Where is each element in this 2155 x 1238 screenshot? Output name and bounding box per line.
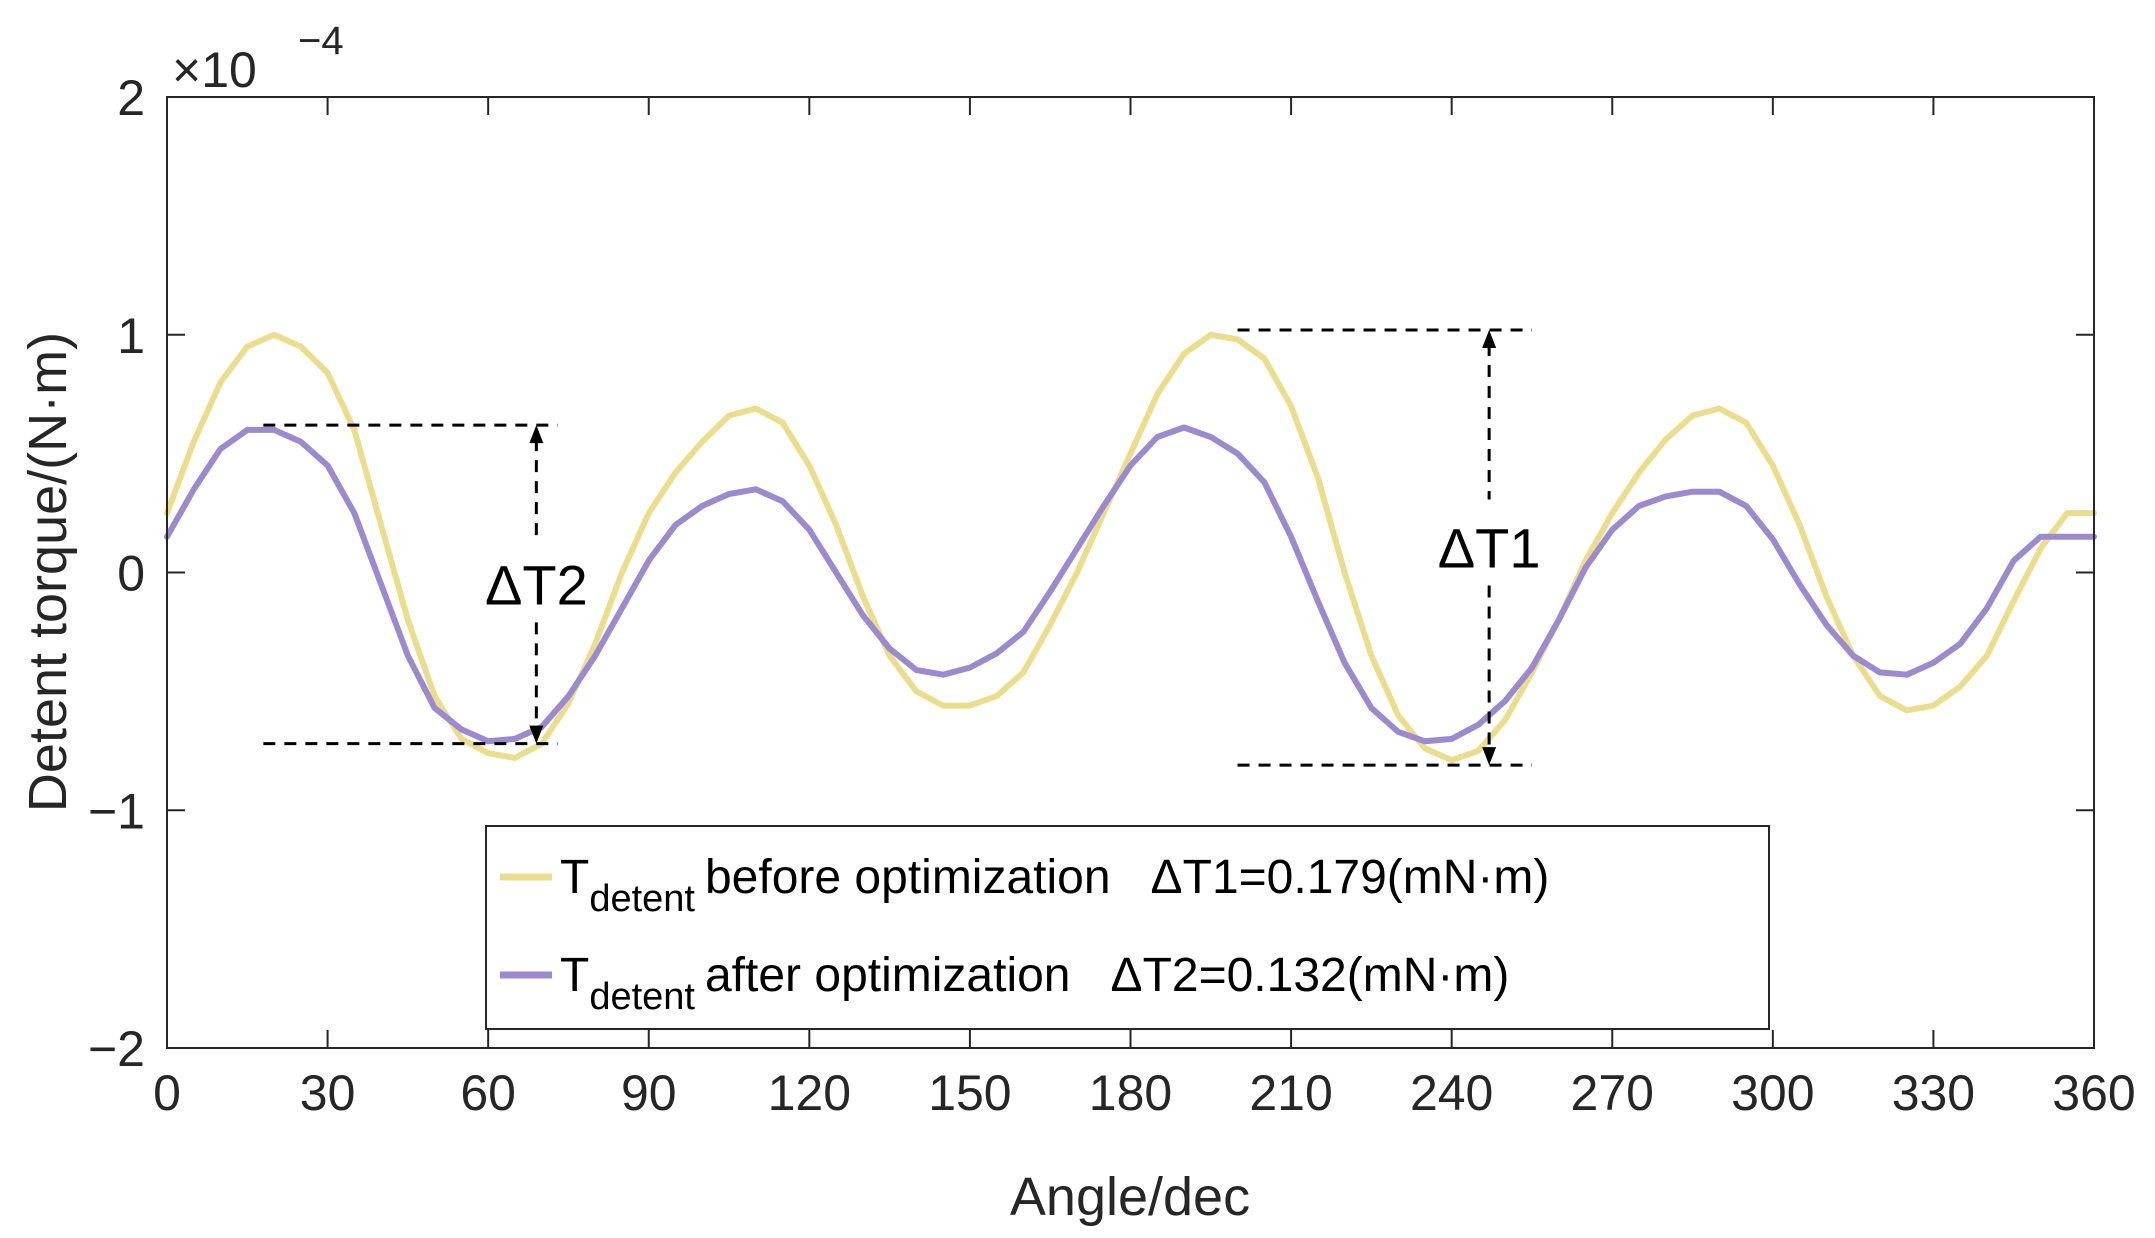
y-tick-label-4: 2: [117, 70, 145, 126]
legend-box: [485, 825, 1770, 1030]
y-axis-label: Detent torque/(N·m): [18, 332, 78, 812]
series-line-0: [164, 331, 2097, 764]
x-tick-label-1: 30: [300, 1065, 356, 1121]
legend: Tdetent before optimization ΔT1=0.179(mN·…: [485, 825, 1770, 1030]
y-tick-label-2: 0: [117, 546, 145, 602]
x-axis-label: Angle/dec: [1010, 1167, 1250, 1227]
legend-t-after: T: [560, 949, 589, 1002]
annotation-arrowhead-down-1: [1482, 747, 1497, 766]
legend-label-after: after optimization ΔT2=0.132(mN·m): [705, 949, 1509, 1002]
y-tick-label-1: −1: [88, 783, 145, 839]
legend-entry-after: Tdetent after optimization ΔT2=0.132(mN·m…: [560, 949, 1509, 1018]
x-tick-label-11: 330: [1892, 1065, 1975, 1121]
series-line-1: [164, 424, 2097, 745]
annotation-label-1: ΔT1: [1438, 517, 1541, 580]
annotation-label-0: ΔT2: [485, 553, 588, 616]
x-tick-label-2: 60: [460, 1065, 516, 1121]
y-tick-label-3: 1: [117, 308, 145, 364]
legend-sub-before: detent: [589, 878, 695, 920]
x-tick-label-10: 300: [1731, 1065, 1814, 1121]
exponent-label: ×10 −4: [172, 19, 344, 98]
x-tick-label-3: 90: [621, 1065, 677, 1121]
x-tick-label-7: 210: [1249, 1065, 1332, 1121]
x-tick-label-6: 180: [1089, 1065, 1172, 1121]
legend-label-before: before optimization ΔT1=0.179(mN·m): [705, 851, 1549, 904]
tick-layer: 0 30 60 90 120 150 180 210 240 270 300 330 360 −2 −1 0 1…: [88, 70, 2136, 1121]
x-tick-label-5: 150: [928, 1065, 1011, 1121]
y-tick-label-0: −2: [88, 1021, 145, 1077]
x-tick-label-9: 270: [1571, 1065, 1654, 1121]
legend-t-before: T: [560, 851, 589, 904]
annotation-arrowhead-down-0: [529, 725, 544, 744]
legend-sub-after: detent: [589, 976, 695, 1018]
annotation-arrowhead-up-0: [529, 425, 544, 444]
legend-entry-before: Tdetent before optimization ΔT1=0.179(mN·…: [560, 851, 1549, 920]
x-tick-label-4: 120: [768, 1065, 851, 1121]
annotation-layer: ΔT2 ΔT1: [263, 328, 1541, 767]
x-tick-label-12: 360: [2052, 1065, 2135, 1121]
x-tick-label-8: 240: [1410, 1065, 1493, 1121]
x-tick-label-0: 0: [153, 1065, 181, 1121]
annotation-arrowhead-up-1: [1482, 329, 1497, 348]
exponent-power: −4: [298, 19, 344, 63]
series-layer: [164, 331, 2097, 764]
exponent-base: ×10: [172, 42, 257, 98]
